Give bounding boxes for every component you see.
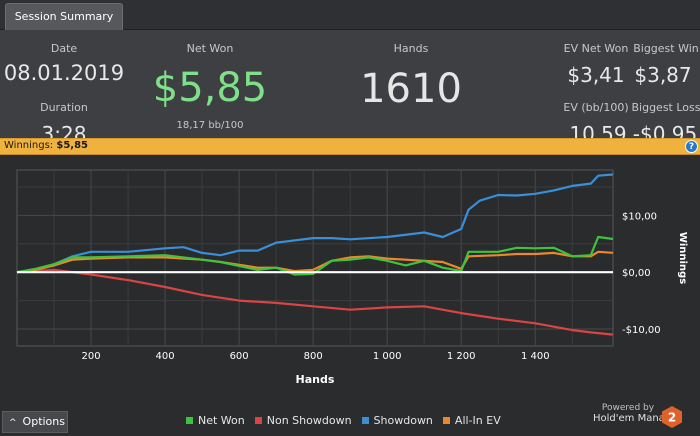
x-tick-label: 400 <box>156 351 175 362</box>
summary-panel: Date 08.01.2019 Duration 3:28 Net Won $5… <box>0 30 700 146</box>
legend-label: Showdown <box>373 414 433 427</box>
biggest-win-value: $3,87 <box>634 63 692 87</box>
winnings-chart: 200 400 600 800 1 000 1 200 1 400 $10,00 $0,00 -$… <box>16 169 688 386</box>
series-line-net-won <box>16 235 614 276</box>
legend-label: Non Showdown <box>266 414 352 427</box>
tab-session-summary[interactable]: Session Summary <box>5 3 123 31</box>
date-label: Date <box>50 42 78 55</box>
net-won-label: Net Won <box>186 42 234 55</box>
winnings-bar: Winnings: $5,85 ? <box>0 138 700 155</box>
x-tick-label: 800 <box>304 351 323 362</box>
winnings-chart-area: 200 400 600 800 1 000 1 200 1 400 $10,00 $0,00 -$… <box>0 155 700 410</box>
winnings-label: Winnings: <box>4 140 54 151</box>
biggest-win-label: Biggest Win <box>633 42 699 55</box>
x-tick-label: 1 000 <box>373 351 402 362</box>
x-tick-label: 600 <box>230 351 249 362</box>
ev-net-won-label: EV Net Won <box>563 42 629 55</box>
series-line-showdown <box>16 173 614 274</box>
legend-label: All-In EV <box>454 414 501 427</box>
legend-item[interactable]: Non Showdown <box>254 414 352 427</box>
bottom-bar: ^ Options Net Won Non Showdown Showdown All-… <box>0 400 700 436</box>
legend-item[interactable]: All-In EV <box>442 414 501 427</box>
y-tick-label: -$10,00 <box>622 325 661 336</box>
duration-label: Duration <box>40 101 88 114</box>
y-tick-label: $0,00 <box>622 268 651 279</box>
ev-net-won-value: $3,41 <box>567 63 625 87</box>
powered-by-text: Powered by <box>601 403 655 413</box>
legend-swatch <box>254 417 262 424</box>
ev-bb100-label: EV (bb/100) <box>563 101 629 114</box>
series-line-all-in-ev <box>16 250 614 274</box>
legend-item[interactable]: Net Won <box>186 414 245 427</box>
hands-label: Hands <box>393 42 429 55</box>
y-tick-label: $10,00 <box>622 211 657 222</box>
brand-name: Hold'em Manager <box>593 413 682 424</box>
legend-swatch <box>361 417 369 424</box>
tab-strip: Session Summary <box>0 0 700 31</box>
winnings-value: $5,85 <box>56 140 88 151</box>
legend-swatch <box>186 417 193 424</box>
help-icon[interactable]: ? <box>685 140 698 153</box>
chevron-up-icon: ^ <box>9 418 17 428</box>
y-axis-label: Winnings <box>677 232 688 284</box>
legend-item[interactable]: Showdown <box>361 414 433 427</box>
net-won-bb100: 18,17 bb/100 <box>176 120 244 131</box>
hands-value: 1610 <box>360 66 462 112</box>
x-tick-label: 1 200 <box>447 351 476 362</box>
chart-legend: Net Won Non Showdown Showdown All-In EV <box>186 414 511 427</box>
biggest-loss-label: Biggest Loss <box>631 101 700 114</box>
holdem-manager-logo: 2 <box>662 406 682 428</box>
date-value: 08.01.2019 <box>3 61 125 85</box>
legend-swatch <box>442 417 450 424</box>
options-button[interactable]: ^ Options <box>2 411 68 433</box>
logo-glyph: 2 <box>668 411 676 425</box>
options-label: Options <box>22 415 65 428</box>
series-line-non-showdown <box>16 268 614 336</box>
x-tick-label: 1 400 <box>521 351 550 362</box>
winnings-text: Winnings: $5,85 <box>4 140 88 151</box>
x-tick-label: 200 <box>81 351 100 362</box>
x-axis-label: Hands <box>296 373 335 386</box>
net-won-value: $5,85 <box>152 65 268 111</box>
legend-label: Net Won <box>198 414 245 427</box>
